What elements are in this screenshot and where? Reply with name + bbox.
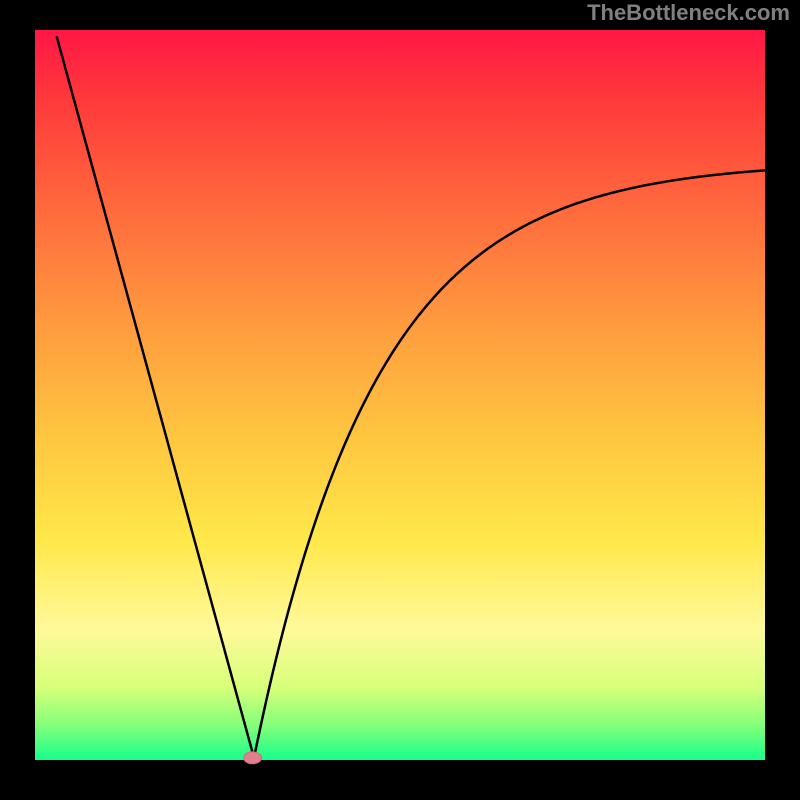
bottleneck-curve [57, 37, 765, 758]
watermark-label: TheBottleneck.com [587, 0, 790, 26]
chart-root: TheBottleneck.com [0, 0, 800, 800]
curve-layer [0, 0, 800, 800]
optimal-marker [244, 752, 262, 764]
